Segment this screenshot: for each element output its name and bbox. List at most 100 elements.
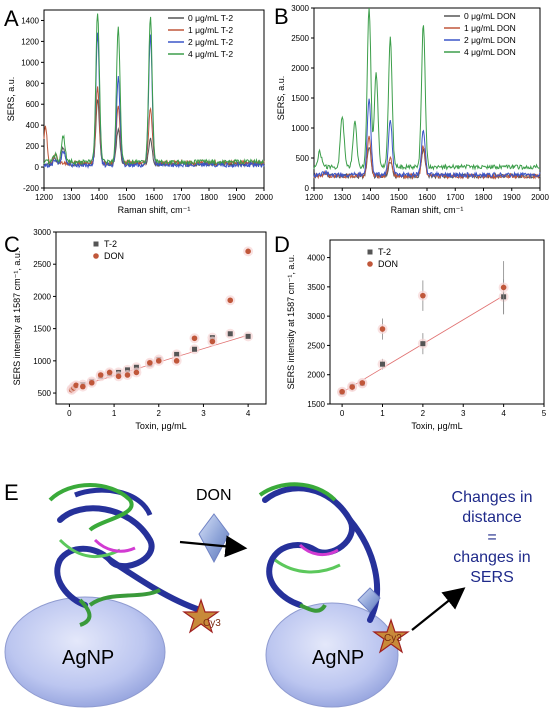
data-point xyxy=(155,358,162,364)
x-tick-label: 5 xyxy=(542,409,547,418)
panel-letter-a: A xyxy=(4,6,19,31)
data-point xyxy=(245,333,251,339)
x-tick-label: 1200 xyxy=(305,193,323,202)
y-tick-label: 1500 xyxy=(33,325,51,334)
chart-d-calibration: 0 1 2 3 4 5 1500 2000 2500 3000 3500 4000 Toxin, μg/… xyxy=(286,239,547,431)
x-tick-label: 1500 xyxy=(390,193,408,202)
y-tick-label: 500 xyxy=(296,154,310,163)
y-tick-label: 2500 xyxy=(307,341,325,350)
y-axis-label: SERS, a.u. xyxy=(276,76,286,121)
data-point xyxy=(191,335,198,342)
legend-label: 0 μg/mL DON xyxy=(464,11,516,21)
y-axis-label: SERS intensity at 1587 cm⁻¹, a.u. xyxy=(12,251,22,386)
x-tick-label: 1800 xyxy=(475,193,493,202)
legend-marker xyxy=(367,261,373,267)
agnp-left-label: AgNP xyxy=(62,647,114,669)
legend-label: 2 μg/mL DON xyxy=(464,35,516,45)
result-arrow xyxy=(411,587,466,631)
data-point xyxy=(124,367,130,373)
chart-c-calibration: 0 1 2 3 4 500 1000 1500 2000 2500 3000 Toxin, μg/mL… xyxy=(12,228,267,431)
legend-label: 1 μg/mL DON xyxy=(464,23,516,33)
caption-line: = xyxy=(487,529,496,546)
y-tick-label: 1000 xyxy=(33,357,51,366)
y-tick-label: 1200 xyxy=(21,37,39,46)
x-axis-label: Raman shift, cm⁻¹ xyxy=(391,205,464,215)
y-tick-label: 4000 xyxy=(307,254,325,263)
agnp-right-label: AgNP xyxy=(312,647,364,669)
x-tick-label: 1900 xyxy=(503,193,521,202)
x-tick-label: 0 xyxy=(67,409,72,418)
x-tick-label: 1700 xyxy=(446,193,464,202)
caption-text: Changes in distance = changes in SERS xyxy=(452,489,533,586)
x-tick-label: 1 xyxy=(112,409,117,418)
legend-label: T-2 xyxy=(104,239,117,249)
cy3-star-left xyxy=(182,598,220,634)
aptamer-left xyxy=(48,483,203,627)
caption-line: Changes in xyxy=(452,489,533,506)
data-point xyxy=(80,383,86,390)
x-tick-label: 1500 xyxy=(118,193,136,202)
plot-frame xyxy=(55,231,267,405)
legend-label: DON xyxy=(378,259,398,269)
x-tick-label: 1600 xyxy=(145,193,163,202)
process-arrow xyxy=(179,535,248,558)
caption-line: SERS xyxy=(470,569,514,586)
data-point xyxy=(379,361,385,367)
y-axis-label: SERS intensity at 1587 cm⁻¹, a.u. xyxy=(286,255,296,390)
spectrum-line xyxy=(313,7,541,171)
y-tick-label: 3500 xyxy=(307,283,325,292)
data-point xyxy=(420,292,426,299)
caption-line: distance xyxy=(462,509,522,526)
data-point xyxy=(209,338,216,345)
y-tick-label: -200 xyxy=(23,184,40,193)
legend-marker xyxy=(93,253,99,259)
legend-marker xyxy=(367,249,373,255)
panel-letter-d: D xyxy=(274,232,290,257)
x-axis-label: Toxin, μg/mL xyxy=(411,421,462,431)
y-tick-label: 2500 xyxy=(291,34,309,43)
data-point xyxy=(227,331,233,337)
y-tick-label: 3000 xyxy=(33,228,51,237)
x-tick-label: 4 xyxy=(246,409,251,418)
cy3-star-right xyxy=(372,618,410,654)
y-tick-label: 200 xyxy=(26,142,40,151)
agnp-left xyxy=(4,596,166,708)
panel-letter-c: C xyxy=(4,232,20,257)
x-tick-label: 2000 xyxy=(255,193,273,202)
spectrum-line xyxy=(313,98,541,179)
x-tick-label: 1400 xyxy=(362,193,380,202)
panel-letter-b: B xyxy=(274,4,289,29)
data-point xyxy=(359,380,366,386)
x-tick-label: 1900 xyxy=(228,193,246,202)
y-tick-label: 1500 xyxy=(307,400,325,409)
x-tick-label: 1300 xyxy=(333,193,351,202)
data-point xyxy=(133,369,140,376)
legend-label: 4 μg/mL T-2 xyxy=(188,49,233,59)
data-point xyxy=(73,382,79,389)
data-point xyxy=(106,369,113,376)
data-point xyxy=(420,341,426,347)
spectrum-line xyxy=(43,13,265,166)
y-tick-label: 0 xyxy=(305,184,310,193)
y-tick-label: 3000 xyxy=(307,312,325,321)
legend-label: T-2 xyxy=(378,247,391,257)
x-tick-label: 1700 xyxy=(173,193,191,202)
legend-label: 4 μg/mL DON xyxy=(464,47,516,57)
x-tick-label: 1400 xyxy=(90,193,108,202)
data-point xyxy=(174,351,180,357)
data-point xyxy=(88,379,95,386)
y-tick-label: 1400 xyxy=(21,16,39,25)
x-tick-label: 1800 xyxy=(200,193,218,202)
data-point xyxy=(500,284,507,291)
y-tick-label: 2000 xyxy=(291,64,309,73)
x-tick-label: 1 xyxy=(380,409,385,418)
legend-label: 1 μg/mL T-2 xyxy=(188,25,233,35)
aptamer-right xyxy=(258,482,380,623)
x-axis-label: Toxin, μg/mL xyxy=(135,421,186,431)
diagram-e-mechanism: AgNP Cy3 DON AgNP xyxy=(4,482,533,708)
panel-letter-e: E xyxy=(4,480,19,505)
legend-label: DON xyxy=(104,251,124,261)
y-tick-label: 2000 xyxy=(33,292,51,301)
data-point xyxy=(349,384,356,390)
